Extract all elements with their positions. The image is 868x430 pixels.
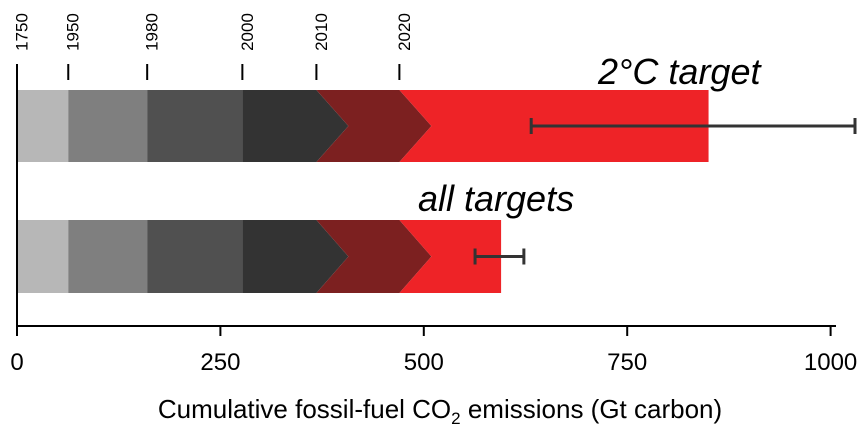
bar-segment-2010 <box>316 220 432 293</box>
target-label-2c: 2°C target <box>597 51 762 92</box>
x-tick-label: 500 <box>404 349 444 376</box>
bars-layer <box>17 90 709 293</box>
year-label: 1950 <box>64 13 83 51</box>
x-axis-label: Cumulative fossil-fuel CO2 emissions (Gt… <box>158 394 722 428</box>
year-label: 2010 <box>312 13 331 51</box>
year-label: 1750 <box>12 13 31 51</box>
labels-layer: 2°C target all targets Cumulative fossil… <box>158 51 763 428</box>
bar-segment-2000 <box>242 90 349 162</box>
x-tick-label: 750 <box>607 349 647 376</box>
bar-segment-1980 <box>147 90 243 162</box>
bar-segment-1950 <box>68 220 148 293</box>
year-label: 1980 <box>143 13 162 51</box>
x-tick-label: 1000 <box>804 349 857 376</box>
bar-segment-1750 <box>17 220 69 293</box>
x-tick-label: 250 <box>200 349 240 376</box>
axes-layer: 0 250 500 750 1000 1750 1950 1980 2000 2010 2020 <box>10 13 857 376</box>
bar-segment-1750 <box>17 90 69 162</box>
bar-segment-2010 <box>316 90 432 162</box>
error-bars-layer <box>473 118 857 265</box>
bar-segment-2020 <box>399 220 502 293</box>
bar-segment-1980 <box>147 220 243 293</box>
bar-segment-1950 <box>68 90 148 162</box>
year-label: 2000 <box>238 13 257 51</box>
target-label-all: all targets <box>418 178 574 219</box>
bar-segment-2000 <box>242 220 349 293</box>
x-tick-label: 0 <box>10 349 23 376</box>
year-label: 2020 <box>395 13 414 51</box>
